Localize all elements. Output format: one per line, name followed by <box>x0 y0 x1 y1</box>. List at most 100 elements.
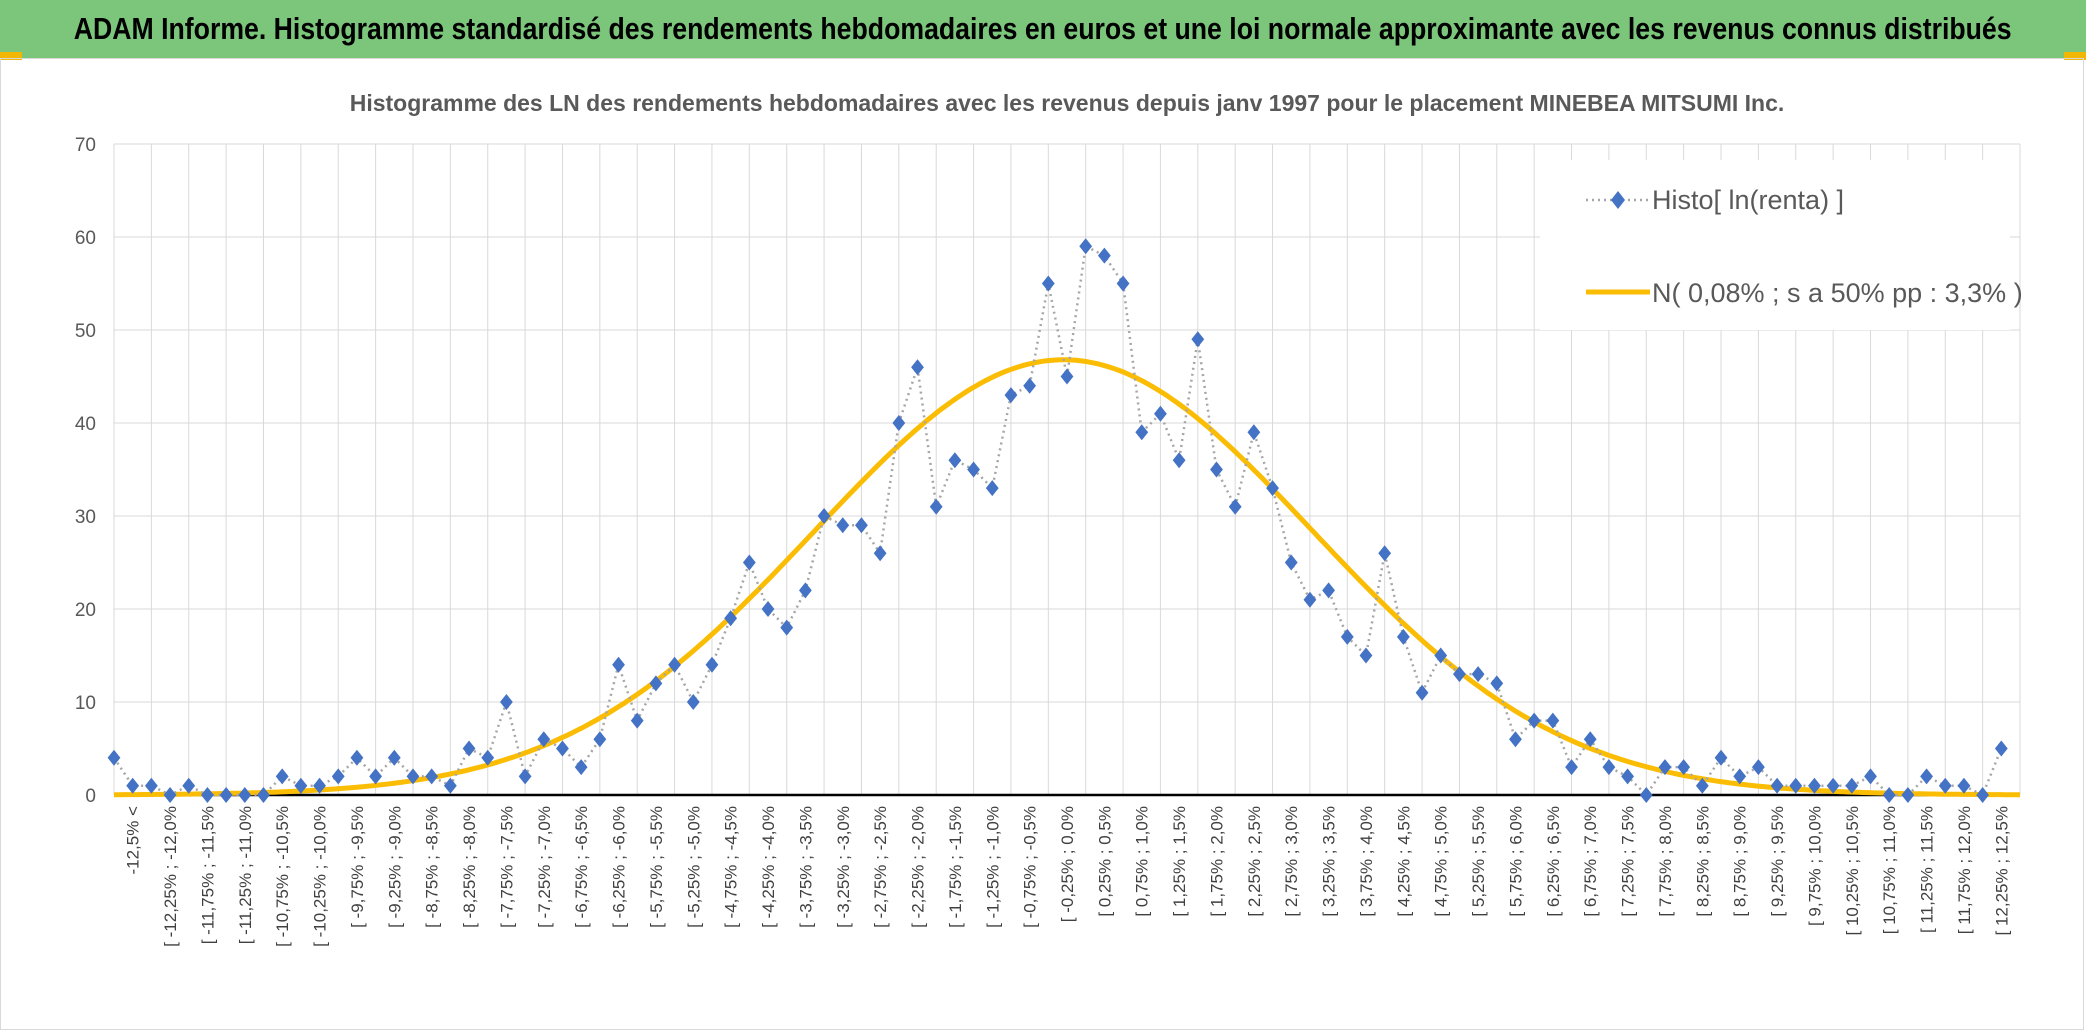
histo-point <box>387 749 401 766</box>
histo-point <box>668 656 681 673</box>
histo-point <box>1415 684 1429 701</box>
x-tick-label: [ -0,25% ; 0,0% <box>1058 806 1077 922</box>
x-tick-label: [ -9,75% ; -9,5% <box>348 806 367 928</box>
chart-frame <box>0 58 2084 1030</box>
histo-point <box>1471 666 1485 683</box>
x-tick-label: [ -1,75% ; -1,5% <box>946 806 965 928</box>
y-tick-label: 60 <box>75 228 96 249</box>
histo-point <box>1284 554 1298 571</box>
legend-normal-label: N( 0,08% ; s a 50% pp : 3,3% ) <box>1652 278 2023 308</box>
histo-point <box>481 749 495 766</box>
histo-point <box>1639 787 1653 803</box>
histo-point <box>257 787 270 803</box>
histo-point <box>1808 777 1821 794</box>
x-tick-label: [ 10,75% ; 11,0% <box>1880 806 1899 934</box>
x-tick-label: [ 10,25% ; 10,5% <box>1843 806 1862 935</box>
x-tick-label: [ 6,25% ; 6,5% <box>1544 806 1563 917</box>
x-tick-label: [ 8,75% ; 9,0% <box>1731 806 1750 917</box>
x-tick-label: [ -7,25% ; -7,0% <box>535 806 554 928</box>
histo-point <box>1135 424 1149 441</box>
x-tick-label: [ -8,75% ; -8,5% <box>423 806 442 928</box>
y-tick-label: 30 <box>75 507 96 528</box>
histo-point <box>873 545 887 562</box>
histo-point <box>1677 759 1691 776</box>
histo-point <box>1303 591 1317 608</box>
x-tick-label: [ -6,75% ; -6,5% <box>572 806 591 928</box>
histo-point <box>686 694 700 710</box>
histo-point <box>219 787 233 803</box>
histo-point <box>238 787 252 803</box>
histo-point <box>1770 777 1784 794</box>
histo-point <box>201 787 214 803</box>
x-tick-label: [ -3,25% ; -3,0% <box>834 806 853 928</box>
histo-point <box>1490 675 1504 692</box>
histo-point <box>948 452 962 469</box>
histo-point <box>593 731 607 748</box>
x-tick-label: [ 5,75% ; 6,0% <box>1506 806 1525 917</box>
histo-point <box>1864 768 1877 785</box>
histo-point <box>612 656 625 673</box>
histo-point <box>126 777 140 794</box>
x-tick-label: [ -1,25% ; -1,0% <box>983 806 1002 928</box>
histo-point <box>107 749 121 766</box>
legend-histo-label: Histo[ ln(renta) ] <box>1652 185 1844 215</box>
x-tick-label: [ 4,25% ; 4,5% <box>1394 806 1413 917</box>
report-title: ADAM Informe. Histogramme standardisé de… <box>74 11 2012 46</box>
y-tick-label: 20 <box>75 600 96 621</box>
x-tick-label: [ 1,25% ; 1,5% <box>1170 806 1189 917</box>
histo-point <box>892 415 906 431</box>
histo-point <box>1378 545 1392 562</box>
x-tick-label: [ 9,25% ; 9,5% <box>1768 806 1787 917</box>
histo-point <box>780 619 794 636</box>
histo-point <box>1882 787 1896 803</box>
x-tick-label: [ -11,25% ; -11,0% <box>236 806 255 944</box>
histo-point <box>369 768 383 785</box>
histo-point <box>1004 387 1018 404</box>
histo-point <box>1733 768 1747 785</box>
x-tick-label: [ -0,75% ; -0,5% <box>1021 806 1040 928</box>
x-tick-label: [ 0,25% ; 0,5% <box>1095 806 1114 917</box>
x-tick-label: [ 4,75% ; 5,0% <box>1432 806 1451 917</box>
y-tick-label: 50 <box>75 321 96 342</box>
histo-point <box>537 731 551 748</box>
histo-point <box>1602 759 1616 776</box>
histo-point <box>556 740 569 757</box>
histo-point <box>1060 368 1074 385</box>
histo-point <box>1658 759 1672 776</box>
x-tick-label: [ -12,25% ; -12,0% <box>161 806 180 947</box>
x-tick-label: [ 2,75% ; 3,0% <box>1282 806 1301 917</box>
histo-point <box>724 610 738 627</box>
histo-point <box>1845 777 1859 794</box>
histo-point <box>1826 777 1840 794</box>
x-tick-label: [ 0,75% ; 1,0% <box>1133 806 1152 917</box>
y-tick-label: 10 <box>75 693 96 714</box>
histo-point <box>1901 787 1915 803</box>
y-tick-label: 40 <box>75 414 96 435</box>
x-tick-label: [ -9,25% ; -9,0% <box>385 806 404 928</box>
x-tick-label: [ 2,25% ; 2,5% <box>1245 806 1264 917</box>
banner-corner-left <box>0 52 22 60</box>
histo-point <box>1359 647 1373 664</box>
histo-point <box>1116 275 1130 292</box>
histo-point <box>798 582 812 599</box>
x-tick-label: [ -10,25% ; -10,0% <box>311 806 330 947</box>
chart-title: Histogramme des LN des rendements hebdom… <box>350 90 1785 116</box>
x-tick-label: [ -2,25% ; -2,0% <box>909 806 928 928</box>
histo-point <box>705 656 719 673</box>
histo-point <box>630 712 644 729</box>
histo-point <box>1714 749 1728 766</box>
x-tick-label: [ -11,75% ; -11,5% <box>198 806 217 944</box>
y-tick-label: 0 <box>85 786 96 807</box>
histo-point <box>1172 452 1186 469</box>
histo-point <box>313 777 326 794</box>
histo-point <box>836 517 850 534</box>
histo-point <box>1789 777 1803 794</box>
histo-point <box>855 517 868 534</box>
histo-point <box>1154 405 1167 422</box>
histo-point <box>1210 461 1223 478</box>
histo-point <box>1621 768 1634 785</box>
histo-point <box>1079 238 1093 255</box>
histo-point <box>1097 247 1111 264</box>
histo-point <box>518 768 532 785</box>
x-tick-label: [ 8,25% ; 8,5% <box>1693 806 1712 917</box>
